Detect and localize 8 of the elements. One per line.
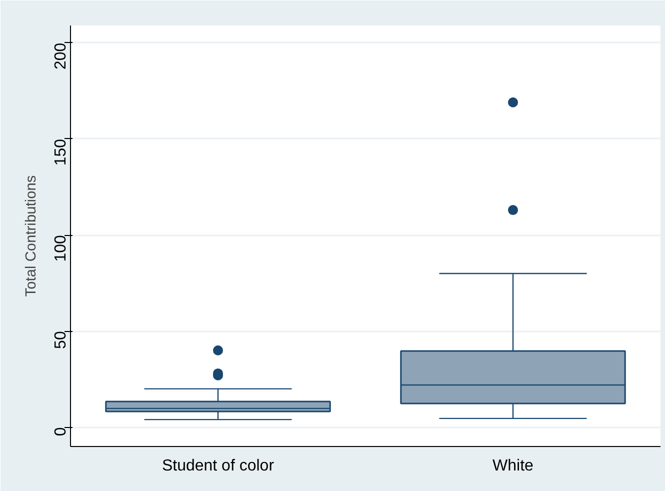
y-tick-label: 0 bbox=[52, 427, 70, 436]
y-tick-label: 150 bbox=[52, 138, 70, 166]
y-tick-label: 200 bbox=[52, 42, 70, 70]
y-tick-label: 50 bbox=[52, 331, 70, 349]
x-tick-label: White bbox=[492, 458, 534, 474]
y-axis-title: Total Contributions bbox=[24, 175, 40, 297]
y-tick-label: 100 bbox=[52, 234, 70, 262]
x-tick-label: Student of color bbox=[162, 458, 275, 474]
